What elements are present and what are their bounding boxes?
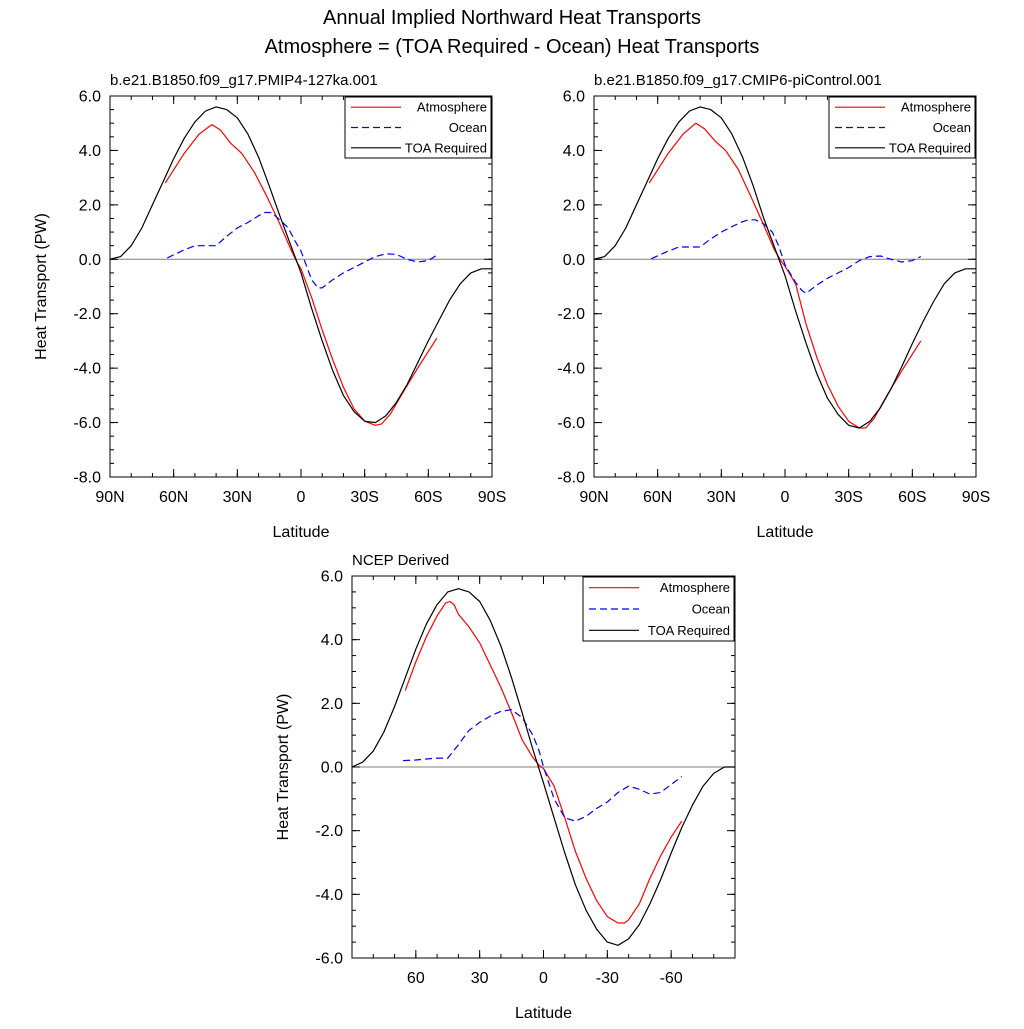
legend: Atmosphere Ocean TOA Required xyxy=(828,96,976,159)
page-title: Annual Implied Northward Heat Transports xyxy=(323,7,701,29)
x-axis-label: Latitude xyxy=(273,524,330,541)
x-tick-label: 60S xyxy=(414,489,442,506)
legend: Atmosphere Ocean TOA Required xyxy=(582,576,735,642)
x-tick-label: 60S xyxy=(898,489,926,506)
legend-label-toa-required: TOA Required xyxy=(405,140,487,155)
y-tick-label: -4.0 xyxy=(315,887,343,904)
y-tick-label: -6.0 xyxy=(315,951,343,968)
chart-panel-cmip6: b.e21.B1850.f09_g17.CMIP6-piControl.001 9… xyxy=(557,72,990,541)
legend-label-ocean: Ocean xyxy=(449,120,487,135)
series-line-toa-required xyxy=(352,588,735,946)
x-tick-label: -30 xyxy=(596,970,619,987)
y-tick-label: 6.0 xyxy=(79,89,101,106)
x-tick-label: 0 xyxy=(297,489,306,506)
x-tick-label: 30N xyxy=(707,489,736,506)
legend-label-atmosphere: Atmosphere xyxy=(901,100,971,115)
y-tick-label: 6.0 xyxy=(321,569,343,586)
y-tick-label: 4.0 xyxy=(563,143,585,160)
y-tick-label: -4.0 xyxy=(73,361,101,378)
y-tick-label: 2.0 xyxy=(79,197,101,214)
y-tick-label: -8.0 xyxy=(557,470,585,487)
y-tick-label: -2.0 xyxy=(557,306,585,323)
x-tick-label: 60N xyxy=(159,489,188,506)
x-tick-label: 0 xyxy=(539,970,548,987)
y-tick-label: -8.0 xyxy=(73,470,101,487)
series-line-ocean xyxy=(651,219,922,294)
y-axis-label: Heat Transport (PW) xyxy=(275,694,292,841)
y-tick-label: 4.0 xyxy=(79,143,101,160)
x-tick-label: -60 xyxy=(660,970,683,987)
x-tick-label: 30 xyxy=(471,970,489,987)
y-tick-label: -2.0 xyxy=(315,823,343,840)
series-line-toa-required xyxy=(594,106,976,429)
chart-panel-ncep: NCEP Derived 60 30 0 -30 -60 -6.0 -4.0 -2.0 0.0 2.… xyxy=(275,552,736,1022)
y-tick-label: -6.0 xyxy=(557,415,585,432)
legend-label-atmosphere: Atmosphere xyxy=(660,580,730,595)
chart-panel-pmip4: b.e21.B1850.f09_g17.PMIP4-127ka.001 90N 60… xyxy=(33,72,506,541)
legend-label-toa-required: TOA Required xyxy=(648,623,730,638)
series-line-ocean xyxy=(167,211,438,289)
series-line-atmosphere xyxy=(164,123,438,426)
x-axis-label: Latitude xyxy=(757,524,814,541)
legend-label-ocean: Ocean xyxy=(692,602,730,617)
y-tick-label: 0.0 xyxy=(321,760,343,777)
y-tick-label: 2.0 xyxy=(563,197,585,214)
chart-title: b.e21.B1850.f09_g17.PMIP4-127ka.001 xyxy=(110,72,378,89)
y-axis-label: Heat Transport (PW) xyxy=(33,213,50,360)
y-tick-label: 6.0 xyxy=(563,89,585,106)
series-line-ocean xyxy=(403,709,683,822)
chart-title: b.e21.B1850.f09_g17.CMIP6-piControl.001 xyxy=(594,72,882,89)
x-tick-label: 60N xyxy=(643,489,672,506)
series-line-atmosphere xyxy=(648,122,922,429)
x-tick-label: 90N xyxy=(95,489,124,506)
legend-label-ocean: Ocean xyxy=(933,120,971,135)
x-tick-label: 90S xyxy=(962,489,990,506)
legend-label-toa-required: TOA Required xyxy=(889,140,971,155)
page-subtitle: Atmosphere = (TOA Required - Ocean) Heat… xyxy=(265,36,760,58)
x-tick-label: 30N xyxy=(223,489,252,506)
x-tick-label: 30S xyxy=(350,489,378,506)
y-tick-label: 2.0 xyxy=(321,696,343,713)
y-tick-label: 4.0 xyxy=(321,632,343,649)
x-tick-label: 90S xyxy=(478,489,506,506)
y-tick-label: -4.0 xyxy=(557,361,585,378)
x-tick-label: 30S xyxy=(834,489,862,506)
y-tick-label: 0.0 xyxy=(79,252,101,269)
x-tick-label: 0 xyxy=(781,489,790,506)
legend: Atmosphere Ocean TOA Required xyxy=(344,96,492,159)
x-tick-label: 90N xyxy=(579,489,608,506)
x-tick-label: 60 xyxy=(407,970,425,987)
series-line-atmosphere xyxy=(404,600,683,924)
y-tick-label: 0.0 xyxy=(563,252,585,269)
legend-label-atmosphere: Atmosphere xyxy=(417,100,487,115)
chart-title: NCEP Derived xyxy=(352,552,449,569)
x-axis-label: Latitude xyxy=(515,1005,572,1022)
series-line-toa-required xyxy=(110,106,492,424)
y-tick-label: -2.0 xyxy=(73,306,101,323)
y-tick-label: -6.0 xyxy=(73,415,101,432)
